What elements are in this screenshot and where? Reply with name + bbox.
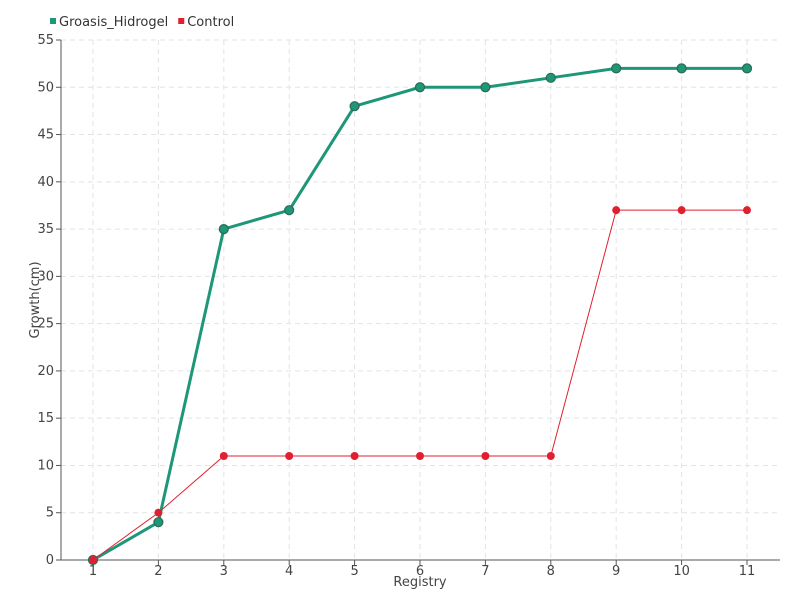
legend: Groasis_Hidrogel Control — [50, 15, 234, 30]
legend-label: Groasis_Hidrogel — [59, 15, 168, 30]
x-tick-label: 7 — [481, 564, 489, 579]
y-tick-label: 35 — [37, 222, 54, 237]
data-point-groasis-hidrogel[interactable] — [414, 82, 426, 93]
data-point-groasis-hidrogel[interactable] — [480, 82, 491, 93]
x-tick-label: 1 — [89, 564, 97, 579]
y-tick-label: 0 — [46, 553, 54, 568]
data-point-control[interactable] — [350, 452, 359, 460]
y-axis-ticks: 0 5 10 15 20 25 30 35 40 45 50 55 — [37, 33, 61, 568]
data-point-control[interactable] — [743, 206, 751, 215]
data-point-groasis-hidrogel[interactable] — [676, 63, 687, 74]
x-tick-label: 3 — [220, 564, 228, 579]
data-point-groasis-hidrogel[interactable] — [349, 101, 360, 112]
x-tick-label: 10 — [673, 564, 690, 579]
legend-item-groasis-hidrogel[interactable]: Groasis_Hidrogel — [50, 15, 168, 30]
y-tick-label: 45 — [37, 128, 54, 143]
y-tick-label: 30 — [37, 269, 54, 284]
data-point-groasis-hidrogel[interactable] — [611, 63, 622, 74]
y-tick-label: 25 — [37, 317, 54, 332]
y-tick-label: 50 — [37, 80, 54, 95]
x-tick-label: 5 — [350, 564, 358, 579]
data-point-groasis-hidrogel[interactable] — [284, 205, 295, 216]
y-tick-label: 10 — [37, 458, 54, 473]
data-point-groasis-hidrogel[interactable] — [545, 72, 556, 83]
y-tick-label: 55 — [37, 33, 54, 48]
data-point-control[interactable] — [546, 452, 555, 460]
data-point-groasis-hidrogel[interactable] — [153, 517, 164, 528]
data-point-control[interactable] — [481, 452, 490, 460]
x-tick-label: 6 — [416, 564, 424, 579]
legend-swatch — [50, 18, 56, 24]
data-point-control[interactable] — [154, 508, 163, 517]
y-tick-label: 15 — [37, 411, 54, 426]
series-groasis-hidrogel — [87, 63, 753, 566]
data-point-control[interactable] — [612, 206, 621, 215]
series-group — [87, 63, 753, 566]
data-point-control[interactable] — [677, 206, 686, 215]
series-control — [89, 206, 751, 564]
data-point-control[interactable] — [285, 452, 294, 460]
x-tick-label: 2 — [154, 564, 162, 579]
data-point-control[interactable] — [89, 556, 97, 564]
data-point-groasis-hidrogel[interactable] — [218, 223, 229, 235]
data-point-control[interactable] — [416, 452, 424, 460]
x-tick-label: 8 — [547, 564, 555, 579]
y-tick-label: 40 — [37, 175, 54, 190]
x-axis-title: Registry — [393, 575, 447, 590]
legend-label: Control — [187, 15, 234, 30]
legend-swatch — [178, 18, 185, 24]
x-tick-label: 9 — [612, 564, 620, 579]
y-tick-label: 20 — [37, 364, 54, 379]
y-axis-title: Growth(cm) — [28, 261, 43, 338]
x-tick-label: 11 — [739, 564, 756, 579]
x-tick-label: 4 — [285, 564, 293, 579]
y-tick-label: 5 — [46, 506, 54, 521]
data-point-control[interactable] — [219, 452, 228, 460]
legend-item-control[interactable]: Control — [178, 15, 234, 30]
data-point-groasis-hidrogel[interactable] — [741, 63, 753, 74]
